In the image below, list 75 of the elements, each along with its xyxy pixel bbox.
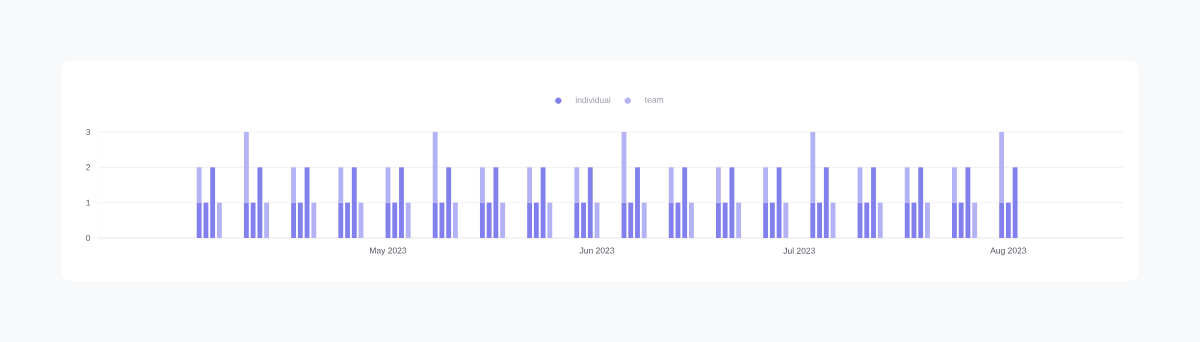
bar [527, 202, 533, 238]
bar [527, 167, 533, 203]
bar [668, 167, 674, 203]
bar [810, 131, 816, 203]
bar [338, 202, 344, 238]
bar [904, 202, 910, 238]
bar [972, 202, 978, 238]
bar [533, 202, 539, 238]
bar [951, 202, 957, 238]
bar [877, 202, 883, 238]
bar [351, 167, 357, 238]
bar [547, 202, 553, 238]
bar [392, 202, 398, 238]
bar [823, 167, 829, 238]
bar [479, 202, 485, 238]
y-tick-label: 3 [86, 128, 91, 135]
bar [871, 167, 876, 238]
bar [776, 167, 782, 238]
x-tick-label: Aug 2023 [990, 247, 1027, 256]
bar [243, 202, 249, 238]
bar [243, 131, 249, 203]
bar [338, 167, 344, 203]
y-tick-label: 2 [86, 164, 91, 171]
bar [405, 202, 411, 238]
bar [432, 131, 438, 203]
bar [689, 202, 694, 238]
bar [628, 202, 634, 238]
bar [500, 202, 506, 238]
x-tick-label: Jun 2023 [579, 247, 615, 254]
bar [641, 202, 647, 238]
bar [635, 167, 640, 238]
bar [918, 167, 924, 238]
bar [1012, 167, 1018, 238]
bar [682, 167, 688, 238]
bar [763, 202, 769, 238]
bar [446, 167, 452, 238]
bar [1005, 202, 1011, 238]
bar [769, 202, 775, 238]
bar [817, 202, 822, 238]
bar [904, 167, 910, 203]
bar [311, 202, 317, 238]
bar [925, 202, 930, 238]
bar [297, 202, 303, 238]
bar [715, 202, 721, 238]
bar [210, 167, 216, 238]
x-tick-label: Jul 2023 [783, 247, 816, 254]
y-tick-label: 0 [86, 234, 91, 241]
bar [999, 131, 1005, 203]
bar [736, 202, 742, 238]
bar [291, 202, 296, 238]
bar [196, 167, 202, 203]
bar [399, 167, 404, 238]
bar [783, 202, 789, 238]
bar [291, 167, 296, 203]
bar [574, 167, 580, 203]
bar [574, 202, 580, 238]
bar [864, 202, 870, 238]
bar [587, 167, 593, 238]
bar [668, 202, 674, 238]
y-tick-label: 1 [86, 199, 91, 206]
bar [763, 167, 769, 203]
bar [581, 202, 586, 238]
bar [715, 167, 721, 203]
bar [452, 202, 458, 238]
bar [999, 202, 1005, 238]
bar [951, 167, 957, 203]
bar [540, 167, 546, 238]
x-tick-label: May 2023 [370, 247, 407, 256]
bar [810, 202, 816, 238]
bar [216, 202, 222, 238]
legend-label: individual [575, 96, 611, 104]
bar [264, 202, 270, 238]
legend-label: team [644, 97, 664, 103]
bar [345, 202, 350, 238]
bar [479, 167, 485, 203]
